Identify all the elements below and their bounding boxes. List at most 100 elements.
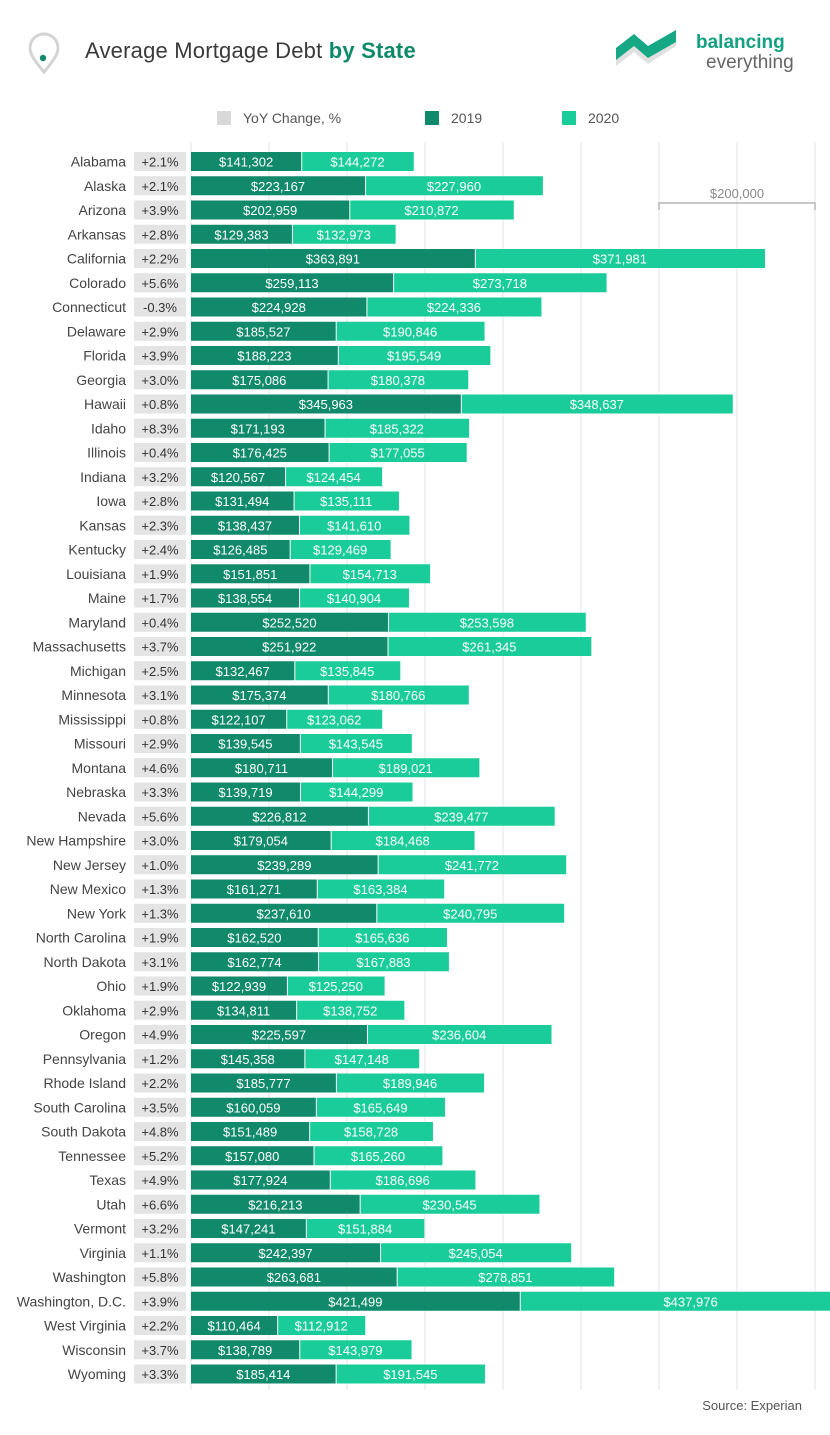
location-pin-icon [28,32,60,75]
bar-2019 [191,273,394,293]
data-label-2020: $261,345 [462,640,516,655]
yoy-cell [134,1025,186,1044]
data-label-2019: $160,059 [226,1100,280,1115]
bar-2019 [191,1000,297,1020]
category-label: Washington, D.C. [17,1293,126,1309]
yoy-label: +2.2% [141,252,179,267]
yoy-label: +2.8% [141,227,179,242]
bar-2020 [300,588,409,608]
category-label: Wisconsin [62,1342,126,1358]
bar-2019 [191,1146,314,1166]
bar-2019 [191,685,328,705]
bar-2020 [306,1219,425,1238]
yoy-cell [134,1073,186,1093]
yoy-label: +2.9% [141,737,179,752]
data-label-2020: $129,469 [313,543,367,558]
yoy-cell [134,612,186,632]
brand-sub: everything [706,52,794,73]
data-label-2019: $180,711 [235,761,288,776]
yoy-cell [134,1194,186,1214]
data-label-2020: $348,637 [570,397,624,412]
yoy-cell [134,806,186,826]
data-label-2019: $185,414 [236,1367,290,1382]
data-label-2020: $191,545 [383,1367,437,1382]
data-label-2019: $175,086 [232,373,286,388]
yoy-label: +5.2% [141,1149,179,1164]
yoy-cell [134,152,186,171]
yoy-label: +4.9% [141,1028,179,1043]
yoy-cell [134,1364,186,1384]
yoy-cell [134,297,186,317]
bar-2020 [388,612,586,632]
data-label-2019: $259,113 [265,276,318,291]
yoy-label: +1.9% [141,567,179,582]
yoy-label: +8.3% [141,421,179,436]
category-label: West Virginia [44,1318,126,1334]
yoy-cell [134,1097,186,1117]
data-label-2019: $157,080 [225,1149,279,1164]
yoy-label: +2.4% [141,543,179,558]
bar-2019 [191,418,325,438]
data-label-2019: $252,520 [262,615,316,630]
category-label: Oklahoma [62,1002,126,1018]
legend-yoy-label: YoY Change, % [243,110,342,126]
bar-2020 [338,346,491,365]
data-label-2020: $241,772 [445,858,499,873]
data-label-2019: $177,924 [233,1173,287,1188]
category-label: New Jersey [53,857,126,873]
bar-2020 [360,1194,540,1214]
data-label-2019: $226,812 [252,809,306,824]
category-label: Delaware [67,323,126,339]
data-label-2019: $122,939 [212,979,266,994]
category-label: Montana [72,760,127,776]
category-label: Ohio [96,978,126,994]
data-label-2020: $165,260 [351,1149,405,1164]
data-label-2019: $175,374 [232,688,286,703]
bar-2020 [314,1146,443,1166]
data-label-2020: $151,884 [338,1222,392,1237]
bar-2019 [191,394,461,414]
bar-2020 [461,394,733,414]
data-label-2020: $143,545 [329,737,383,752]
yoy-label: +2.8% [141,494,179,509]
data-label-2020: $163,384 [353,882,407,897]
bar-2020 [331,831,475,850]
data-label-2019: $263,681 [267,1270,321,1285]
legend-2019-label: 2019 [451,110,483,126]
bar-2019 [191,709,287,729]
bar-2019 [191,346,338,365]
yoy-label: +1.3% [141,882,179,897]
category-label: Arizona [79,202,127,218]
data-label-2020: $140,904 [327,591,381,606]
data-label-2019: $251,922 [262,640,316,655]
yoy-cell [134,491,186,511]
source-note: Source: Experian [702,1398,802,1413]
legend-yoy-swatch [217,111,231,125]
yoy-label: +2.2% [141,1319,179,1334]
category-label: Mississippi [58,711,126,727]
title-bold: by State [328,38,416,63]
brand-logo: balancing everything [612,26,812,78]
data-label-2019: $145,358 [221,1052,275,1067]
yoy-cell [134,515,186,535]
data-label-2020: $165,649 [353,1100,407,1115]
bar-2019 [191,1219,306,1238]
bar-2020 [300,734,412,753]
bar-2020 [377,903,565,923]
bar-2019 [191,540,290,559]
yoy-label: +2.9% [141,324,179,339]
bar-2019 [191,928,318,947]
yoy-cell [134,346,186,365]
category-label: North Carolina [36,930,126,946]
bar-2019 [191,1194,360,1214]
yoy-cell [134,782,186,802]
bar-2020 [394,273,607,293]
category-label: Illinois [87,445,126,461]
data-label-2019: $185,777 [236,1076,290,1091]
bar-2020 [475,249,765,268]
data-label-2019: $421,499 [328,1294,382,1309]
yoy-label: +4.6% [141,761,179,776]
data-label-2019: $138,789 [218,1343,272,1358]
data-label-2020: $236,604 [432,1028,486,1043]
bar-2020 [388,637,592,656]
